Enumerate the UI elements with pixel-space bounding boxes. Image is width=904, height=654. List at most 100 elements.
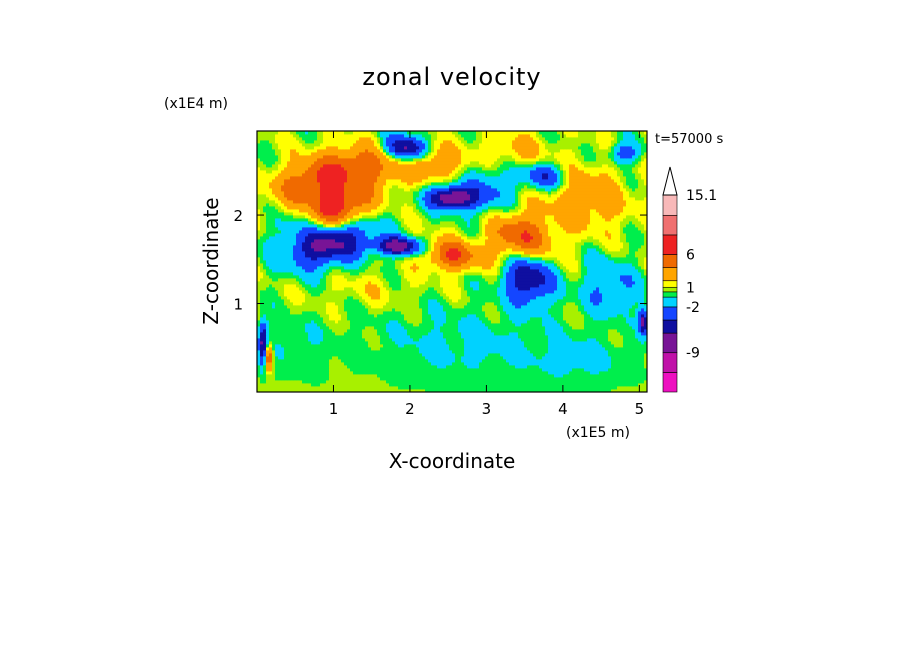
heatmap-cell xyxy=(539,365,543,369)
heatmap-cell xyxy=(296,326,300,330)
heatmap-cell xyxy=(383,308,387,312)
heatmap-cell xyxy=(635,374,639,378)
heatmap-cell xyxy=(332,317,336,321)
heatmap-cell xyxy=(593,308,597,312)
heatmap-cell xyxy=(434,320,438,324)
heatmap-cell xyxy=(572,374,576,378)
heatmap-cell xyxy=(320,311,324,315)
heatmap-cell xyxy=(503,293,507,297)
heatmap-cell xyxy=(281,281,285,285)
heatmap-cell xyxy=(584,341,588,345)
heatmap-cell xyxy=(272,308,276,312)
heatmap-cell xyxy=(560,359,564,363)
heatmap-cell xyxy=(482,320,486,324)
heatmap-cell xyxy=(470,314,474,318)
heatmap-cell xyxy=(434,317,438,321)
heatmap-cell xyxy=(503,386,507,390)
heatmap-cell xyxy=(470,293,474,297)
heatmap-cell xyxy=(497,371,501,375)
heatmap-cell xyxy=(500,365,504,369)
heatmap-cell xyxy=(548,338,552,342)
heatmap-cell xyxy=(572,335,576,339)
heatmap-cell xyxy=(416,341,420,345)
heatmap-cell xyxy=(329,284,333,288)
heatmap-cell xyxy=(314,317,318,321)
heatmap-cell xyxy=(599,323,603,327)
heatmap-cell xyxy=(560,308,564,312)
heatmap-cell xyxy=(521,329,525,333)
heatmap-cell xyxy=(395,344,399,348)
heatmap-cell xyxy=(272,290,276,294)
heatmap-cell xyxy=(524,311,528,315)
heatmap-cell xyxy=(626,299,630,303)
heatmap-cell xyxy=(515,344,519,348)
heatmap-cell xyxy=(500,335,504,339)
heatmap-cell xyxy=(569,305,573,309)
heatmap-cell xyxy=(536,359,540,363)
heatmap-cell xyxy=(518,293,522,297)
heatmap-cell xyxy=(311,329,315,333)
heatmap-cell xyxy=(326,371,330,375)
heatmap-cell xyxy=(308,323,312,327)
heatmap-cell xyxy=(338,338,342,342)
heatmap-cell xyxy=(533,305,537,309)
heatmap-cell xyxy=(320,275,324,279)
heatmap-cell xyxy=(266,287,270,291)
heatmap-cell xyxy=(590,377,594,381)
heatmap-cell xyxy=(578,320,582,324)
heatmap-cell xyxy=(452,281,456,285)
heatmap-cell xyxy=(521,380,525,384)
heatmap-cell xyxy=(479,347,483,351)
heatmap-cell xyxy=(539,326,543,330)
heatmap-cell xyxy=(614,341,618,345)
heatmap-cell xyxy=(326,302,330,306)
heatmap-cell xyxy=(632,305,636,309)
heatmap-cell xyxy=(473,326,477,330)
heatmap-cell xyxy=(269,314,273,318)
heatmap-cell xyxy=(596,386,600,390)
heatmap-cell xyxy=(560,329,564,333)
heatmap-cell xyxy=(509,284,513,288)
heatmap-cell xyxy=(593,305,597,309)
heatmap-cell xyxy=(353,350,357,354)
heatmap-cell xyxy=(350,293,354,297)
heatmap-cell xyxy=(353,329,357,333)
heatmap-cell xyxy=(503,377,507,381)
heatmap-cell xyxy=(503,284,507,288)
heatmap-cell xyxy=(551,305,555,309)
heatmap-cell xyxy=(368,371,372,375)
heatmap-cell xyxy=(461,293,465,297)
heatmap-cell xyxy=(524,335,528,339)
heatmap-cell xyxy=(419,323,423,327)
heatmap-cell xyxy=(416,305,420,309)
heatmap-cell xyxy=(491,350,495,354)
heatmap-cell xyxy=(326,281,330,285)
heatmap-cell xyxy=(518,371,522,375)
heatmap-cell xyxy=(479,308,483,312)
heatmap-cell xyxy=(470,353,474,357)
heatmap-cell xyxy=(485,380,489,384)
heatmap-cell xyxy=(371,341,375,345)
heatmap-cell xyxy=(413,293,417,297)
heatmap-cell xyxy=(275,389,279,393)
heatmap-cell xyxy=(404,323,408,327)
heatmap-cell xyxy=(389,284,393,288)
heatmap-cell xyxy=(509,311,513,315)
heatmap-cell xyxy=(611,350,615,354)
heatmap-cell xyxy=(374,359,378,363)
heatmap-cell xyxy=(494,329,498,333)
heatmap-cell xyxy=(311,314,315,318)
heatmap-cell xyxy=(362,299,366,303)
heatmap-cell xyxy=(347,326,351,330)
heatmap-cell xyxy=(290,338,294,342)
heatmap-cell xyxy=(356,296,360,300)
heatmap-cell xyxy=(623,350,627,354)
heatmap-cell xyxy=(611,326,615,330)
heatmap-cell xyxy=(371,293,375,297)
heatmap-cell xyxy=(485,374,489,378)
heatmap-cell xyxy=(554,359,558,363)
heatmap-cell xyxy=(380,347,384,351)
heatmap-cell xyxy=(407,308,411,312)
heatmap-cell xyxy=(518,329,522,333)
heatmap-cell xyxy=(620,380,624,384)
